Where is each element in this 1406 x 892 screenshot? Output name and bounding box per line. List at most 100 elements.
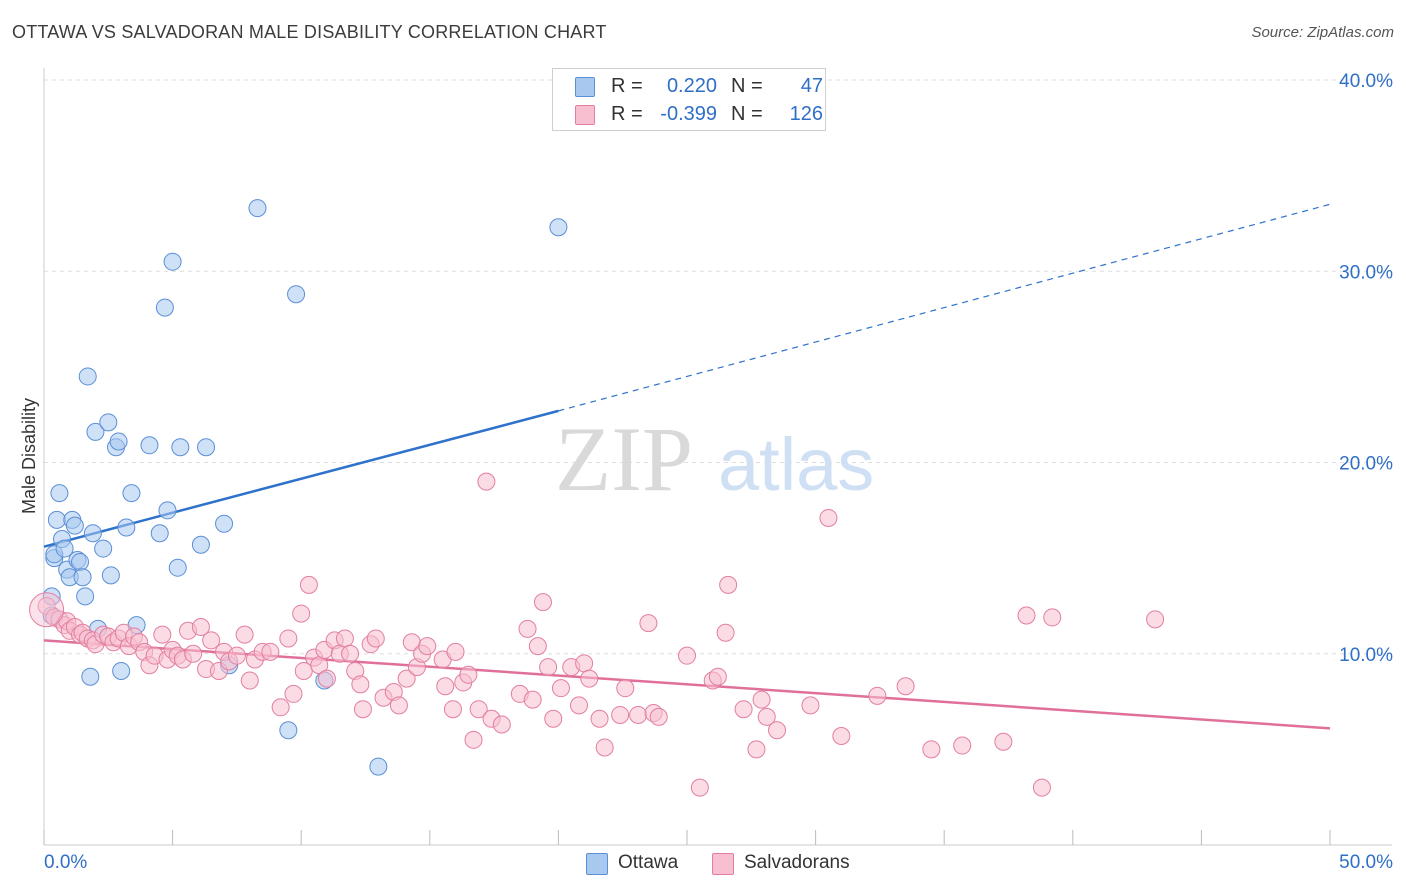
ottawa-point xyxy=(83,524,102,543)
salvadoran-point xyxy=(768,721,787,740)
salvadoran-point xyxy=(523,690,542,709)
salvadoran-point xyxy=(446,642,465,661)
correlation-legend: R = 0.220 N = 47 R = -0.399 N = 126 xyxy=(552,68,826,131)
salvadoran-point xyxy=(896,677,915,696)
salvadoran-point xyxy=(922,740,941,759)
salvadoran-point xyxy=(616,679,635,698)
salvadoran-point xyxy=(477,472,496,491)
data-points xyxy=(29,199,1165,797)
salvadoran-point xyxy=(279,629,298,648)
salvadoran-point xyxy=(202,631,221,650)
salvadoran-point xyxy=(1017,606,1036,625)
salvadoran-point xyxy=(29,592,65,628)
salvadoran-point xyxy=(747,740,766,759)
y-tick-label: 30.0% xyxy=(1339,262,1393,283)
ottawa-point xyxy=(155,298,174,317)
salvadoran-point xyxy=(649,707,668,726)
legend-label-salvadorans: Salvadorans xyxy=(744,852,850,873)
salvadoran-point xyxy=(801,696,820,715)
salvadoran-point xyxy=(611,705,630,724)
salvadoran-point xyxy=(544,709,563,728)
axes xyxy=(43,68,1392,846)
salvadoran-point xyxy=(569,696,588,715)
salvadoran-point xyxy=(335,629,354,648)
salvadoran-point xyxy=(590,709,609,728)
ottawa-point xyxy=(109,432,128,451)
y-tick-label: 10.0% xyxy=(1339,645,1393,666)
ottawa-point xyxy=(112,661,131,680)
y-tick-label: 20.0% xyxy=(1339,454,1393,475)
legend-r-label: R = xyxy=(611,75,643,97)
ottawa-point xyxy=(99,413,118,432)
salvadoran-point xyxy=(719,575,738,594)
x-tick-label: 50.0% xyxy=(1339,852,1393,873)
salvadoran-point xyxy=(819,508,838,527)
ottawa-point xyxy=(197,438,216,457)
legend-swatch-ottawa xyxy=(586,853,608,875)
salvadoran-point xyxy=(757,707,776,726)
salvadoran-point xyxy=(868,686,887,705)
salvadoran-point xyxy=(351,675,370,694)
salvadoran-point xyxy=(1146,610,1165,629)
ottawa-point xyxy=(73,568,92,587)
salvadoran-point xyxy=(317,669,336,688)
ottawa-point xyxy=(101,566,120,585)
y-axis-title: Male Disability xyxy=(19,398,39,514)
salvadoran-point xyxy=(734,700,753,719)
watermark-atlas: atlas xyxy=(718,423,874,506)
salvadoran-point xyxy=(240,671,259,690)
legend-swatch-salvadorans xyxy=(712,853,734,875)
legend-r-value: 0.220 xyxy=(666,75,717,97)
salvadoran-point xyxy=(551,679,570,698)
ottawa-point xyxy=(248,199,267,218)
legend-n-label: N = xyxy=(731,103,763,125)
legend-swatch-ottawa xyxy=(575,77,595,97)
salvadoran-point xyxy=(595,738,614,757)
salvadoran-point xyxy=(994,732,1013,751)
salvadoran-point xyxy=(436,677,455,696)
ottawa-point xyxy=(76,587,95,606)
ottawa-point xyxy=(94,539,113,558)
legend-n-label: N = xyxy=(731,75,763,97)
y-tick-label: 40.0% xyxy=(1339,71,1393,92)
salvadoran-point xyxy=(1032,778,1051,797)
ottawa-point xyxy=(191,535,210,554)
salvadoran-point xyxy=(235,625,254,644)
ottawa-point xyxy=(163,252,182,271)
salvadoran-point xyxy=(284,684,303,703)
salvadoran-point xyxy=(492,715,511,734)
gridlines xyxy=(44,79,1392,655)
ottawa-point xyxy=(122,484,141,503)
salvadoran-point xyxy=(639,614,658,633)
legend-n-value: 126 xyxy=(789,103,823,125)
salvadoran-point xyxy=(716,623,735,642)
ottawa-trend-extension xyxy=(558,203,1331,412)
ottawa-point xyxy=(86,422,105,441)
salvadoran-point xyxy=(953,736,972,755)
salvadoran-point xyxy=(629,705,648,724)
salvadoran-point xyxy=(539,658,558,677)
ottawa-point xyxy=(158,501,177,520)
chart-title: OTTAWA VS SALVADORAN MALE DISABILITY COR… xyxy=(12,22,607,42)
salvadoran-point xyxy=(752,690,771,709)
ottawa-point xyxy=(150,524,169,543)
salvadoran-point xyxy=(184,644,203,663)
legend-r-label: R = xyxy=(611,103,643,125)
salvadoran-point xyxy=(341,644,360,663)
ottawa-point xyxy=(171,438,190,457)
salvadoran-point xyxy=(353,700,372,719)
legend-label-ottawa: Ottawa xyxy=(618,852,679,873)
x-tick-label: 0.0% xyxy=(44,852,87,873)
salvadoran-point xyxy=(366,629,385,648)
legend-n-value: 47 xyxy=(800,75,823,97)
salvadoran-point xyxy=(389,696,408,715)
ottawa-point xyxy=(168,558,187,577)
ottawa-point xyxy=(81,667,100,686)
salvadoran-point xyxy=(708,667,727,686)
ottawa-point xyxy=(287,285,306,304)
ottawa-point xyxy=(71,552,90,571)
salvadoran-point xyxy=(1043,608,1062,627)
salvadoran-point xyxy=(292,604,311,623)
ottawa-point xyxy=(215,514,234,533)
